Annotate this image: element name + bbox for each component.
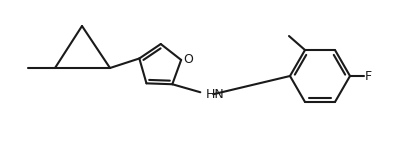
Text: HN: HN [205,88,224,101]
Text: F: F [365,70,372,83]
Text: O: O [183,54,193,66]
